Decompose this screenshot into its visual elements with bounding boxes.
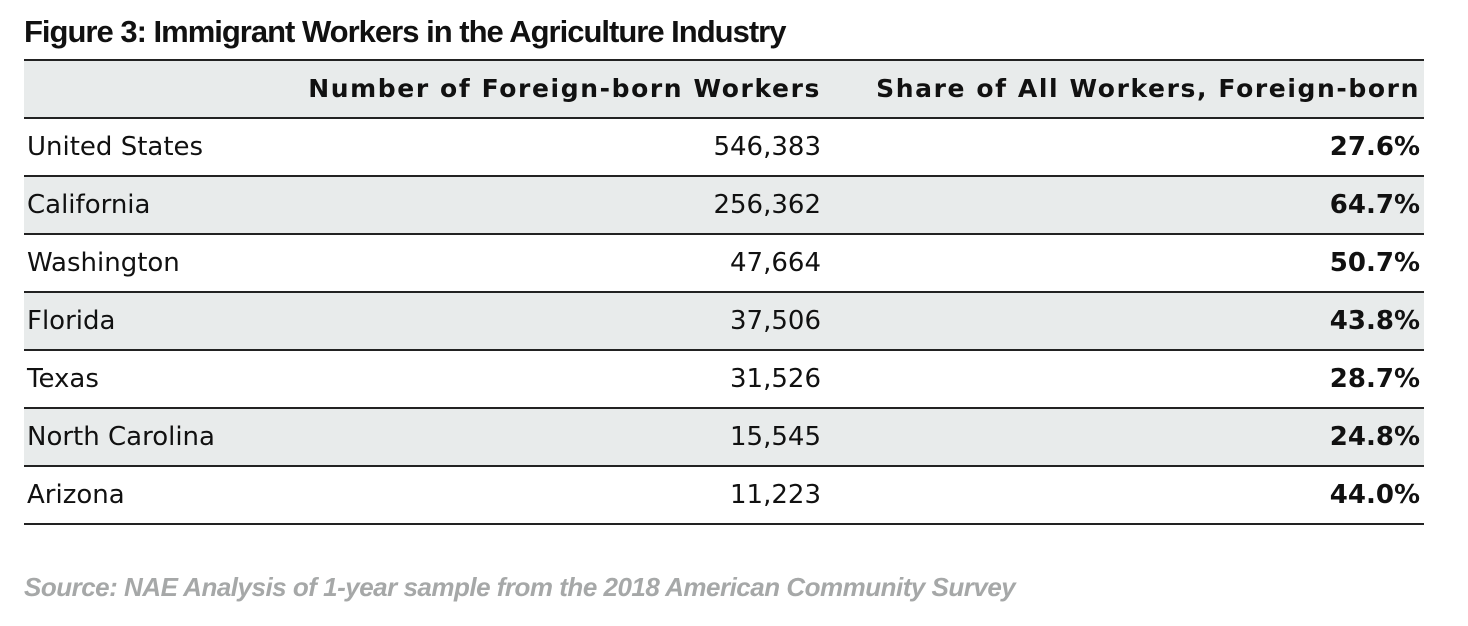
foreign-born-count: 37,506 <box>730 306 821 336</box>
table-row: North Carolina 15,545 24.8% <box>24 409 1424 467</box>
data-table: Number of Foreign-born Workers Share of … <box>24 59 1424 525</box>
row-label: Texas <box>27 364 99 394</box>
foreign-born-share: 43.8% <box>1329 306 1420 336</box>
table-row: Arizona 11,223 44.0% <box>24 467 1424 525</box>
source-note: Source: NAE Analysis of 1-year sample fr… <box>24 572 1016 602</box>
foreign-born-count: 15,545 <box>730 422 821 452</box>
foreign-born-share: 44.0% <box>1329 480 1420 510</box>
row-label: North Carolina <box>27 422 215 452</box>
foreign-born-count: 47,664 <box>730 248 821 278</box>
foreign-born-share: 64.7% <box>1329 190 1420 220</box>
column-header-share: Share of All Workers, Foreign-born <box>876 74 1420 103</box>
foreign-born-share: 27.6% <box>1329 132 1420 162</box>
table-row: United States 546,383 27.6% <box>24 119 1424 177</box>
chart-title: Figure 3: Immigrant Workers in the Agric… <box>24 14 786 49</box>
column-header-number: Number of Foreign-born Workers <box>308 74 821 103</box>
table-row: California 256,362 64.7% <box>24 177 1424 235</box>
row-label: United States <box>27 132 204 162</box>
table-body: United States 546,383 27.6% California 256,3… <box>24 119 1424 525</box>
foreign-born-share: 50.7% <box>1329 248 1420 278</box>
table-header-row: Number of Foreign-born Workers Share of … <box>24 61 1424 119</box>
row-label: California <box>27 190 151 220</box>
foreign-born-count: 256,362 <box>713 190 821 220</box>
row-label: Florida <box>27 306 116 336</box>
foreign-born-share: 28.7% <box>1329 364 1420 394</box>
row-label: Arizona <box>27 480 125 510</box>
foreign-born-count: 546,383 <box>713 132 821 162</box>
table-row: Texas 31,526 28.7% <box>24 351 1424 409</box>
foreign-born-count: 31,526 <box>730 364 821 394</box>
foreign-born-share: 24.8% <box>1329 422 1420 452</box>
foreign-born-count: 11,223 <box>730 480 821 510</box>
row-label: Washington <box>27 248 180 278</box>
table-row: Florida 37,506 43.8% <box>24 293 1424 351</box>
table-row: Washington 47,664 50.7% <box>24 235 1424 293</box>
